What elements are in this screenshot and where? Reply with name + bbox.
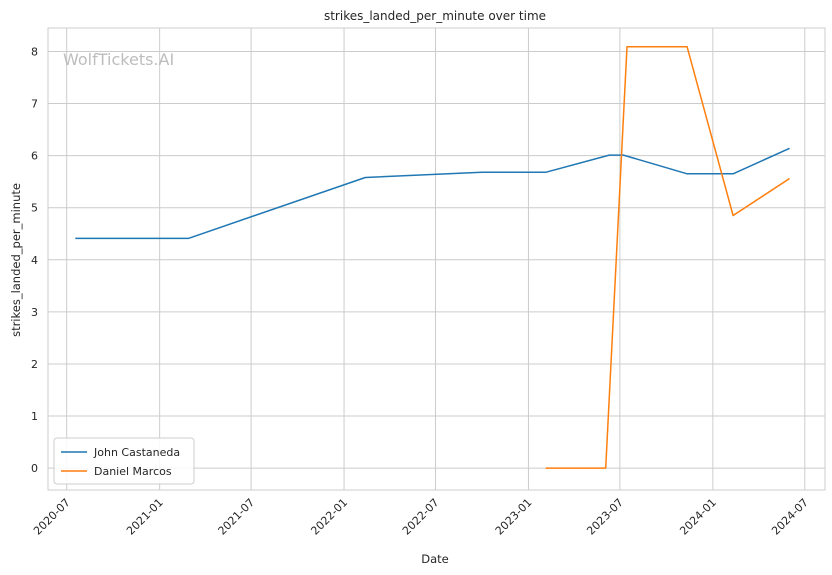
watermark-text: WolfTickets.AI [63,50,174,69]
y-tick-label: 5 [31,202,38,215]
plot-area-frame [47,27,826,491]
y-tick-label: 0 [31,462,38,475]
y-tick-label: 1 [31,410,38,423]
series-line-john-castaneda [75,147,790,240]
y-tick-label: 4 [31,254,38,267]
legend-box [53,437,195,485]
x-tick-label: 2022-07 [400,496,442,538]
x-tick-label: 2021-07 [216,496,258,538]
x-tick-label: 2022-01 [308,496,350,538]
x-tick-label: 2021-01 [124,496,166,538]
y-axis-ticks: 0 1 2 3 4 5 6 7 8 [31,45,38,475]
y-axis-title: strikes_landed_per_minute [9,183,23,337]
x-tick-label: 2023-07 [584,496,626,538]
y-tick-label: 6 [31,150,38,163]
chart-title: strikes_landed_per_minute over time [324,9,546,23]
legend: John Castaneda Daniel Marcos [53,437,195,485]
x-tick-label: 2024-01 [677,496,719,538]
series-lines [75,46,791,469]
x-tick-label: 2024-07 [769,496,811,538]
y-tick-label: 8 [31,45,38,58]
legend-label-john-castaneda: John Castaneda [93,446,180,459]
y-tick-label: 7 [31,98,38,111]
x-tick-label: 2020-07 [31,496,73,538]
x-tick-label: 2023-01 [493,496,535,538]
series-line-daniel-marcos [545,46,791,469]
y-tick-label: 2 [31,358,38,371]
grid [48,28,825,490]
x-axis-ticks: 2020-07 2021-01 2021-07 2022-01 2022-07 2023-… [31,496,811,538]
x-axis-title: Date [421,552,449,566]
y-tick-label: 3 [31,306,38,319]
legend-label-daniel-marcos: Daniel Marcos [94,465,172,478]
